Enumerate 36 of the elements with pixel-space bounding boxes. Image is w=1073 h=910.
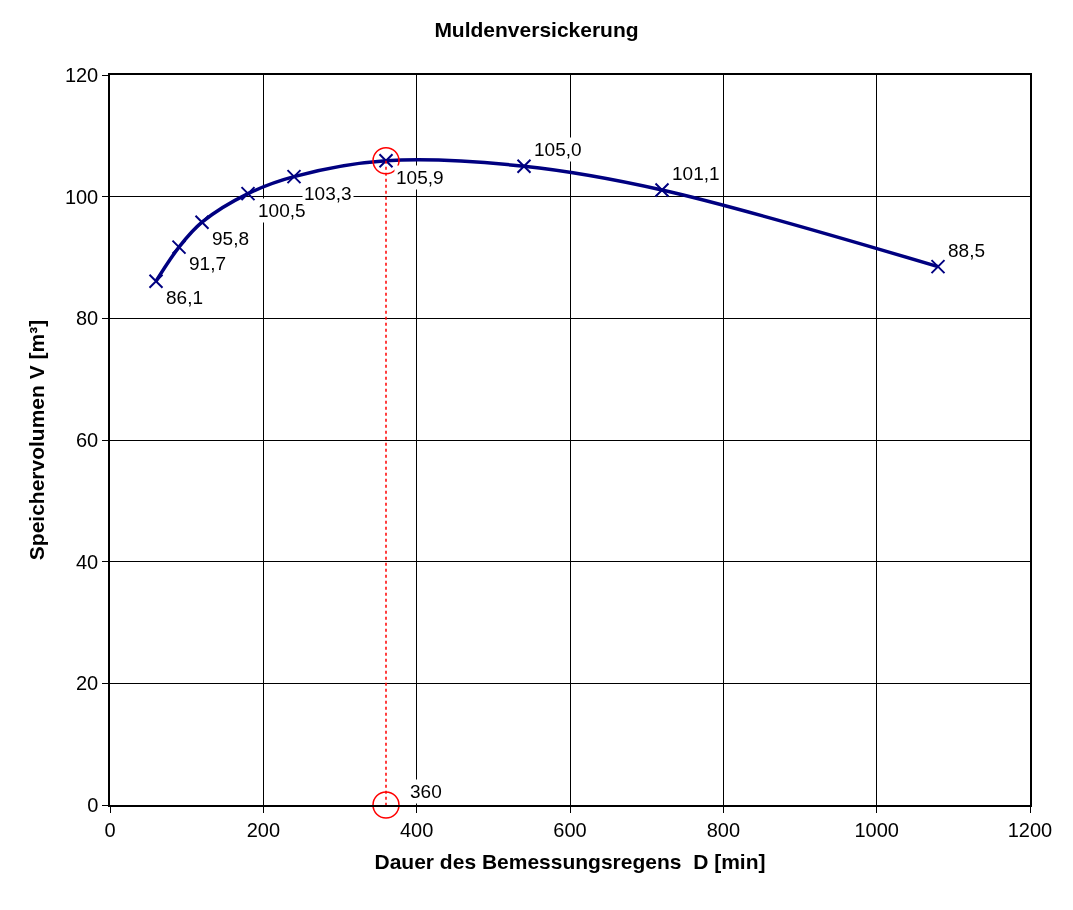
data-label: 95,8 xyxy=(212,228,249,249)
point xyxy=(930,259,946,275)
data-label: 101,1 xyxy=(672,163,720,184)
data-label: 91,7 xyxy=(189,253,226,274)
x-axis-title: Dauer des Bemessungsregens D [min] xyxy=(374,850,766,874)
point xyxy=(240,186,256,202)
point xyxy=(286,169,302,185)
y-tick-label: 20 xyxy=(76,672,99,695)
data-label: 105,0 xyxy=(534,139,582,160)
y-tick-label: 60 xyxy=(76,429,99,451)
x-tick-label: 800 xyxy=(706,818,741,841)
data-label: 88,5 xyxy=(948,240,985,261)
data-label: 103,3 xyxy=(304,183,352,204)
point xyxy=(372,791,400,819)
x-tick-label: 1200 xyxy=(1007,818,1053,841)
annotation: 360 xyxy=(410,781,442,802)
data-label: 86,1 xyxy=(166,287,203,308)
point xyxy=(194,214,210,230)
data-label: 100,5 xyxy=(258,200,306,221)
x-tick-label: 600 xyxy=(553,818,587,841)
chart-title: Muldenversickerung xyxy=(434,18,639,42)
point xyxy=(516,158,532,174)
point xyxy=(148,273,164,289)
y-tick-label: 40 xyxy=(76,550,99,573)
data-label: 105,9 xyxy=(396,167,444,188)
x-tick-label: 200 xyxy=(246,818,281,841)
y-tick-label: 100 xyxy=(64,185,99,208)
x-tick-label: 1000 xyxy=(854,818,899,841)
point xyxy=(171,239,187,255)
y-tick-label: 80 xyxy=(76,307,99,330)
y-axis-title: Speichervolumen V [m³] xyxy=(24,319,48,561)
y-tick-label: 0 xyxy=(87,794,99,816)
y-tick-label: 120 xyxy=(64,64,99,86)
point xyxy=(654,182,670,198)
x-tick-label: 0 xyxy=(104,818,116,841)
x-tick-label: 400 xyxy=(399,818,434,841)
